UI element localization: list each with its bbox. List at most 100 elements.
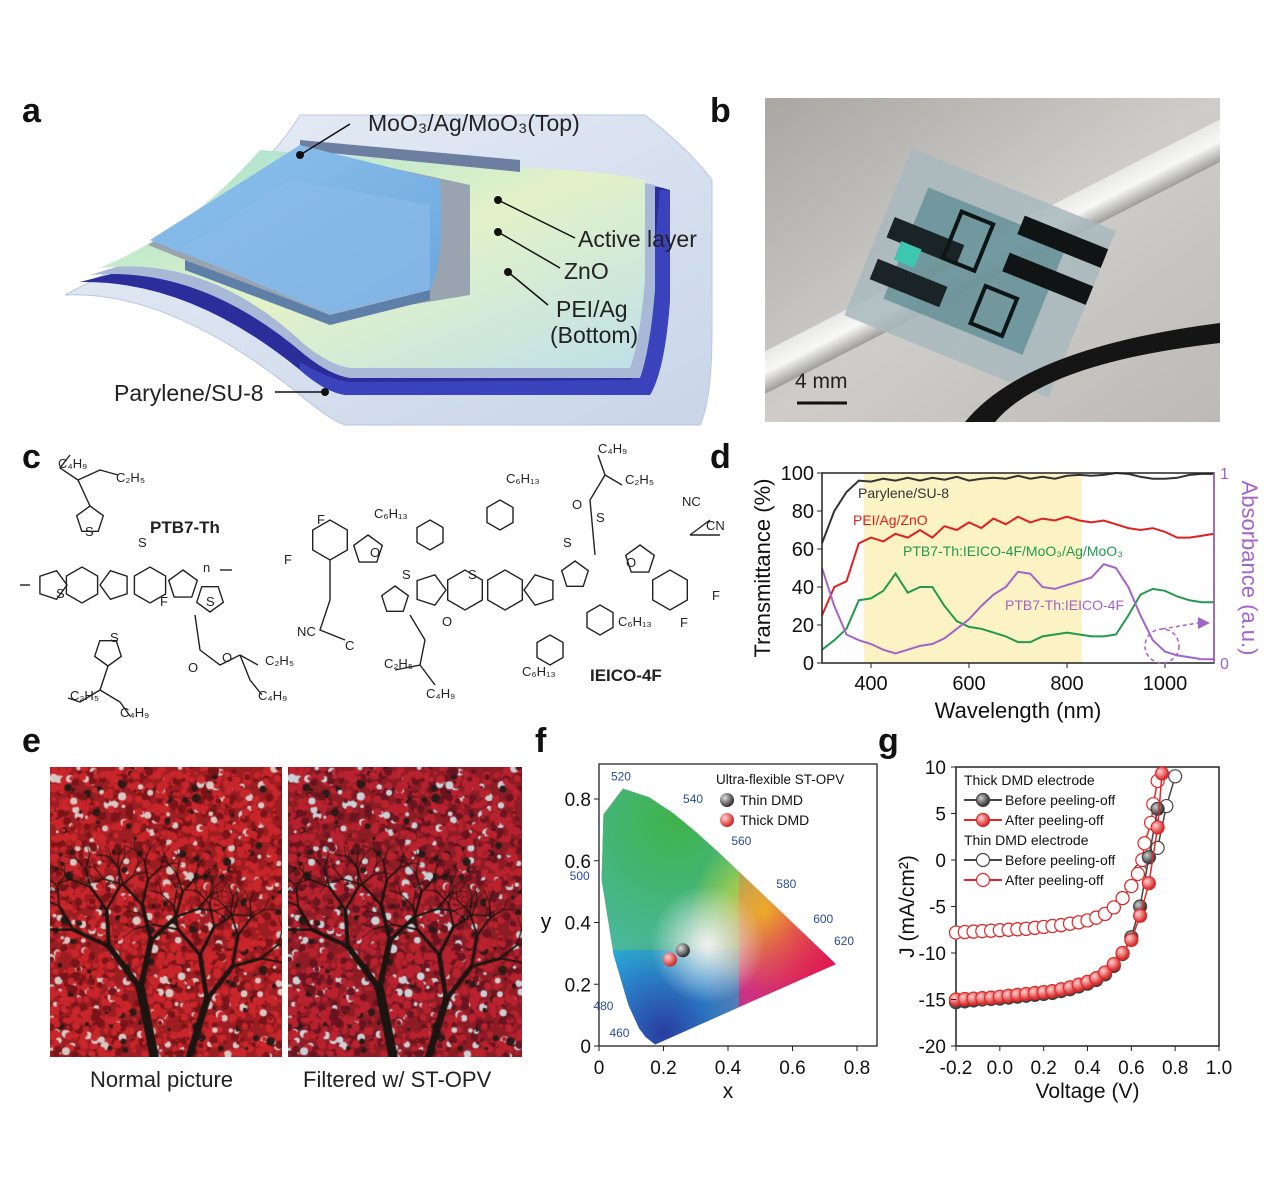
atom-label: C₂H₅ [265, 653, 294, 668]
y-axis-title: J (mA/cm²) [896, 855, 919, 958]
data-marker-3 [1124, 878, 1139, 894]
x-tick-label: 0.6 [779, 1058, 805, 1079]
x-tick-label: 1000 [1143, 673, 1188, 695]
atom-label: S [206, 594, 215, 609]
five-ring [39, 569, 68, 601]
x-tick-label: 400 [854, 673, 887, 695]
data-marker-2 [1168, 769, 1183, 784]
y2-axis-title: Absorbance (a.u.) [1237, 481, 1262, 656]
data-point-0 [675, 943, 690, 958]
legend-marker [975, 852, 991, 868]
y2-tick-label: 0 [1220, 656, 1229, 673]
y-tick-label: 10 [925, 758, 946, 779]
legend-group-title: Thick DMD electrode [964, 772, 1095, 788]
device-stack-diagram [64, 114, 713, 426]
ptb7-th-name: PTB7-Th [150, 518, 220, 537]
atom-label: O [442, 614, 452, 629]
y-tick-label: -20 [919, 1037, 946, 1058]
atom-label: F [317, 512, 325, 527]
benzene-ring [65, 566, 99, 604]
data-point-1 [662, 952, 677, 967]
x-tick-label: 0.4 [715, 1058, 742, 1079]
atom-label: O [188, 660, 198, 675]
series-label-2: PTB7-Th:IEICO-4F/MoO₃/Ag/MoO₃ [903, 543, 1123, 559]
bond [67, 665, 109, 703]
bond [689, 519, 711, 536]
panel-label-d: d [710, 438, 731, 476]
bond [99, 689, 131, 717]
data-marker-3 [1130, 866, 1146, 882]
atom-label: C₆H₁₃ [506, 471, 540, 486]
five-ring [352, 534, 384, 563]
atom-label: NC [682, 494, 701, 509]
atom-label: S [85, 524, 94, 539]
jv-curve-chart: -20 -15 -10 -5 0 5 10 -0.2 0.0 0.2 0.4 0.6 0.8 1.0 Vol… [896, 758, 1232, 1103]
atom-label: F [284, 552, 292, 567]
data-marker-0 [1150, 801, 1165, 816]
scale-bar-label: 4 mm [795, 370, 848, 393]
label-active-layer: Active layer [578, 226, 697, 252]
y-tick-label: 0.2 [565, 975, 591, 996]
transmittance-chart: 0 20 40 60 80 100 400 600 800 1000 0 1 Wavelength (n… [750, 463, 1262, 723]
x-axis-title: x [723, 1080, 734, 1103]
panel-label-a: a [22, 92, 41, 130]
legend-marker-0 [720, 793, 734, 807]
label-top-electrode: MoO₃/Ag/MoO₃(Top) [368, 110, 580, 136]
legend-marker [975, 792, 991, 808]
label-substrate: Parylene/SU-8 [114, 380, 264, 406]
atom-label: O [572, 497, 582, 512]
x-tick-label: 0.8 [844, 1058, 870, 1079]
y-tick-label: 0 [803, 653, 814, 675]
legend-label-0: Thin DMD [740, 792, 803, 808]
highlight-band [863, 473, 1082, 663]
wavelength-label: 520 [611, 770, 631, 784]
x-axis-title: Wavelength (nm) [935, 698, 1102, 723]
five-ring [75, 505, 105, 533]
atom-label: NC [297, 624, 316, 639]
wavelength-label: 620 [834, 934, 854, 948]
atom-label: S [402, 567, 411, 582]
y-tick-label: 80 [792, 501, 814, 523]
atom-label: C₄H₉ [258, 688, 287, 703]
bond [589, 474, 623, 556]
wavelength-label: 540 [683, 792, 703, 806]
wavelength-label: 580 [776, 877, 796, 891]
data-marker-1 [1154, 766, 1170, 781]
x-tick-label: 0.8 [1162, 1058, 1188, 1079]
device-photo [765, 98, 1220, 422]
data-marker-3 [1137, 836, 1152, 851]
benzene-ring [652, 569, 688, 611]
y-axis-title: Transmittance (%) [750, 479, 775, 658]
series-line-2 [821, 571, 1214, 651]
caption-filtered: Filtered w/ ST-OPV [303, 1067, 492, 1092]
series-line-3 [821, 563, 1214, 661]
x-tick-label: 0 [594, 1058, 605, 1079]
data-marker-1 [1106, 957, 1121, 972]
atom-label: n [203, 560, 210, 575]
legend-label: After peeling-off [1005, 872, 1104, 888]
y-tick-label: 0.6 [565, 852, 591, 873]
legend-label: After peeling-off [1005, 812, 1104, 828]
legend-marker [975, 872, 991, 888]
label-bottom-sub: (Bottom) [550, 322, 639, 348]
atom-label: C₂H₅ [384, 656, 413, 671]
bond [419, 664, 436, 686]
series-label-0: Parylene/SU-8 [858, 485, 949, 501]
arrow-head-icon [1198, 617, 1210, 629]
wavelength-label: 500 [570, 869, 590, 883]
atom-label: O [222, 650, 232, 665]
data-marker-1 [1124, 932, 1139, 948]
wavelength-label: 460 [609, 1026, 629, 1040]
panel-label-f: f [535, 722, 547, 760]
atom-label: C₆H₁₃ [618, 614, 652, 629]
legend-label: Before peeling-off [1005, 852, 1115, 868]
atom-label: F [680, 615, 688, 630]
atom-label: S [468, 567, 477, 582]
benzene-ring [416, 519, 444, 551]
five-ring [167, 569, 199, 598]
y-tick-label: 20 [792, 615, 814, 637]
label-bottom-electrode: PEI/Ag [556, 296, 628, 322]
series-label-1: PEI/Ag/ZnO [853, 512, 928, 528]
data-marker-1 [1141, 876, 1156, 891]
atom-label: S [596, 510, 605, 525]
